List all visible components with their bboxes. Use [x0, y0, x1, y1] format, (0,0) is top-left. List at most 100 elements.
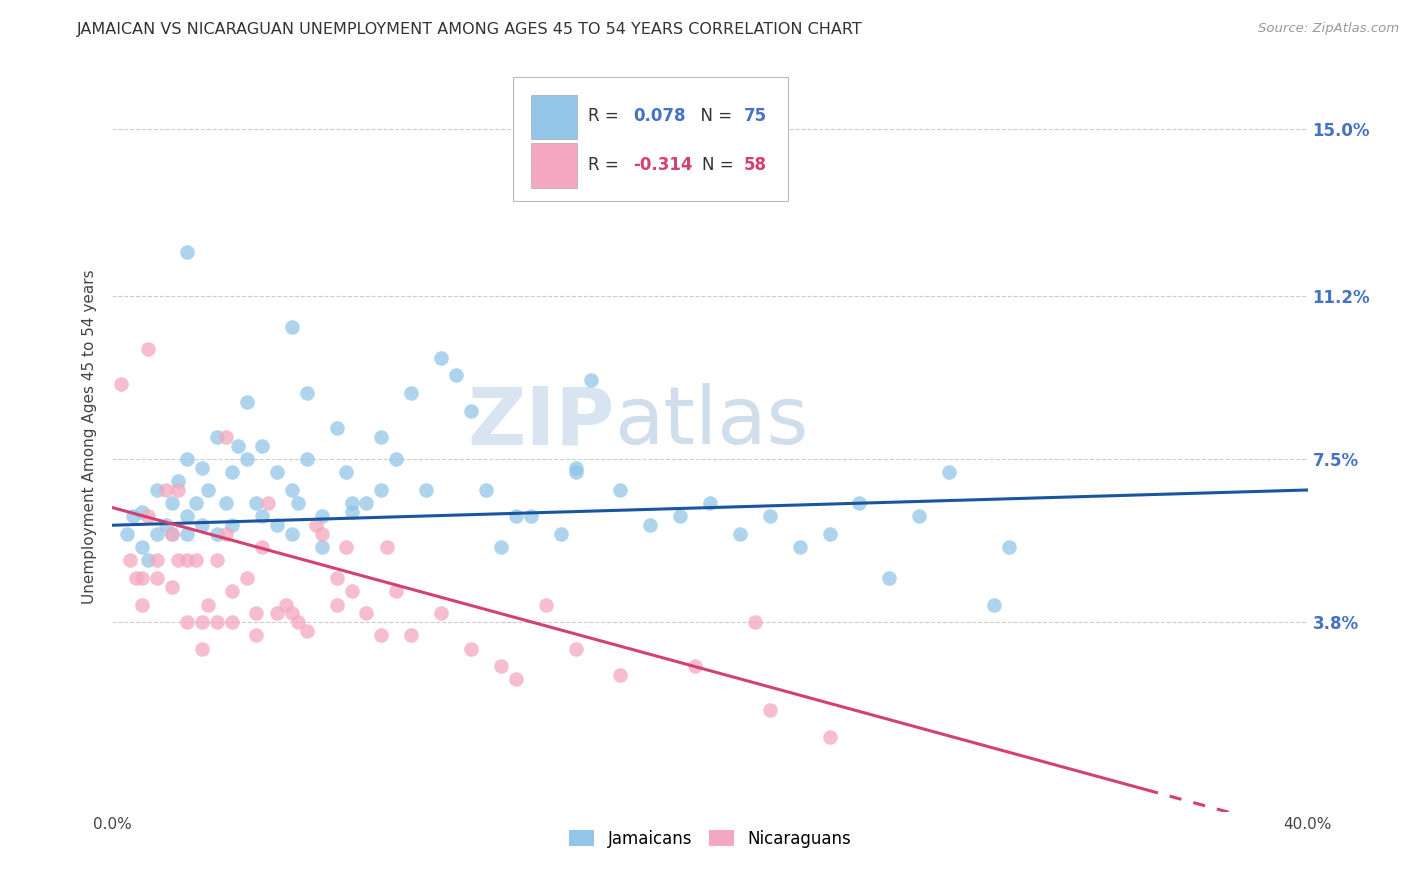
Point [167, 474, 190, 488]
Point [236, 394, 259, 409]
Point [430, 607, 453, 621]
Point [377, 541, 399, 555]
Point [683, 659, 706, 673]
Point [138, 553, 160, 567]
Text: ZIP: ZIP [467, 383, 614, 461]
Point [281, 527, 304, 541]
Text: 58: 58 [744, 156, 766, 174]
Point [236, 571, 259, 585]
Point [131, 571, 153, 585]
Point [162, 527, 183, 541]
Point [340, 505, 363, 519]
Point [728, 527, 751, 541]
Point [759, 703, 782, 717]
Point [250, 439, 273, 453]
Point [335, 466, 357, 480]
Point [818, 527, 841, 541]
Point [759, 509, 782, 524]
Point [162, 527, 183, 541]
Point [281, 319, 304, 334]
Point [266, 466, 288, 480]
Point [131, 598, 153, 612]
Point [274, 598, 297, 612]
Point [176, 452, 198, 467]
Point [669, 509, 692, 524]
Point [385, 584, 408, 599]
Point [489, 541, 512, 555]
Point [131, 541, 153, 555]
Point [146, 527, 169, 541]
Point [281, 607, 304, 621]
Point [146, 553, 169, 567]
Point [550, 527, 572, 541]
Point [879, 571, 901, 585]
Point [340, 496, 363, 510]
FancyBboxPatch shape [531, 95, 578, 139]
Point [245, 628, 267, 642]
Point [401, 386, 423, 401]
Point [191, 461, 214, 475]
Point [191, 518, 214, 533]
Point [311, 541, 333, 555]
Point [908, 509, 931, 524]
Point [305, 518, 328, 533]
Point [534, 598, 557, 612]
Point [609, 483, 631, 497]
Point [640, 518, 662, 533]
Point [162, 580, 183, 594]
Point [460, 641, 482, 656]
Point [186, 553, 208, 567]
Point [281, 483, 304, 497]
Point [266, 518, 288, 533]
Point [176, 527, 198, 541]
Text: JAMAICAN VS NICARAGUAN UNEMPLOYMENT AMONG AGES 45 TO 54 YEARS CORRELATION CHART: JAMAICAN VS NICARAGUAN UNEMPLOYMENT AMON… [77, 22, 863, 37]
Point [138, 342, 160, 356]
Point [564, 641, 586, 656]
FancyBboxPatch shape [513, 78, 787, 201]
Point [311, 527, 333, 541]
Point [146, 483, 169, 497]
Point [325, 421, 347, 435]
Point [146, 571, 169, 585]
Point [176, 553, 198, 567]
Text: 75: 75 [744, 107, 766, 126]
Text: N =: N = [690, 107, 737, 126]
Point [250, 541, 273, 555]
Point [370, 430, 392, 444]
Point [215, 496, 238, 510]
Point [370, 628, 392, 642]
Text: N =: N = [702, 156, 738, 174]
Point [287, 615, 309, 630]
Point [236, 452, 259, 467]
Point [699, 496, 721, 510]
Point [131, 505, 153, 519]
Point [167, 483, 190, 497]
Point [167, 553, 190, 567]
Point [197, 483, 219, 497]
Point [191, 641, 214, 656]
Point [245, 496, 267, 510]
Point [475, 483, 498, 497]
Point [295, 624, 318, 638]
Point [138, 509, 160, 524]
Point [266, 607, 288, 621]
Point [221, 466, 243, 480]
Legend: Jamaicans, Nicaraguans: Jamaicans, Nicaraguans [561, 822, 859, 855]
Point [191, 615, 214, 630]
Text: 0.078: 0.078 [634, 107, 686, 126]
FancyBboxPatch shape [531, 144, 578, 187]
Point [122, 509, 145, 524]
Point [444, 368, 467, 383]
Point [197, 598, 219, 612]
Point [205, 430, 228, 444]
Point [818, 730, 841, 744]
Text: -0.314: -0.314 [634, 156, 693, 174]
Point [370, 483, 392, 497]
Point [579, 373, 602, 387]
Point [215, 527, 238, 541]
Point [983, 598, 1005, 612]
Point [505, 673, 527, 687]
Point [226, 439, 249, 453]
Point [998, 541, 1021, 555]
Point [205, 527, 228, 541]
